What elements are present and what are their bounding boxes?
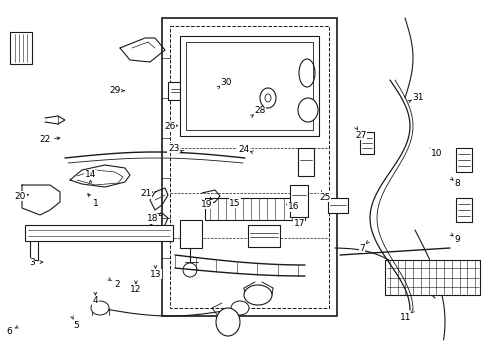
Text: 27: 27 bbox=[354, 130, 366, 139]
Text: 29: 29 bbox=[109, 86, 121, 95]
Bar bbox=[455, 198, 471, 222]
Text: 15: 15 bbox=[228, 199, 240, 208]
Bar bbox=[25, 225, 173, 241]
Ellipse shape bbox=[216, 308, 240, 336]
Text: 3: 3 bbox=[29, 258, 35, 267]
Ellipse shape bbox=[297, 98, 317, 122]
Text: 6: 6 bbox=[6, 327, 12, 336]
Text: 16: 16 bbox=[287, 202, 299, 211]
Bar bbox=[170, 26, 328, 308]
Ellipse shape bbox=[230, 301, 248, 315]
Bar bbox=[204, 198, 305, 220]
Text: 22: 22 bbox=[39, 135, 51, 144]
Text: 25: 25 bbox=[319, 193, 330, 202]
Ellipse shape bbox=[244, 285, 271, 305]
Text: 4: 4 bbox=[92, 296, 98, 305]
Text: 10: 10 bbox=[430, 148, 442, 158]
Ellipse shape bbox=[260, 88, 275, 108]
Text: 1: 1 bbox=[92, 199, 98, 208]
Bar bbox=[185, 42, 312, 130]
Text: 21: 21 bbox=[140, 189, 151, 198]
Text: 14: 14 bbox=[84, 170, 96, 179]
Text: 9: 9 bbox=[453, 235, 459, 244]
Text: 30: 30 bbox=[220, 78, 231, 87]
Bar bbox=[247, 225, 280, 247]
Text: 8: 8 bbox=[453, 179, 459, 188]
Bar bbox=[455, 148, 471, 172]
Text: 23: 23 bbox=[167, 144, 179, 153]
Text: 18: 18 bbox=[146, 214, 158, 223]
Ellipse shape bbox=[91, 301, 109, 315]
Bar bbox=[384, 260, 479, 295]
Text: 5: 5 bbox=[73, 321, 79, 330]
Bar bbox=[180, 220, 202, 248]
Text: 31: 31 bbox=[411, 93, 423, 102]
Bar bbox=[10, 32, 32, 64]
Text: 12: 12 bbox=[130, 285, 142, 294]
Bar bbox=[162, 18, 336, 316]
Text: 11: 11 bbox=[399, 313, 411, 322]
Bar bbox=[297, 148, 313, 176]
Text: 2: 2 bbox=[114, 280, 120, 289]
Bar bbox=[327, 198, 347, 213]
Text: 20: 20 bbox=[15, 192, 26, 201]
Text: 28: 28 bbox=[254, 107, 265, 115]
Text: 17: 17 bbox=[293, 219, 305, 228]
Text: 19: 19 bbox=[200, 200, 212, 209]
Bar bbox=[180, 36, 318, 136]
Bar bbox=[168, 82, 192, 100]
Text: 7: 7 bbox=[358, 244, 364, 253]
Text: 13: 13 bbox=[149, 270, 161, 279]
Bar bbox=[359, 132, 373, 154]
Text: 24: 24 bbox=[237, 145, 249, 154]
Bar bbox=[209, 98, 231, 116]
Text: 26: 26 bbox=[164, 122, 176, 131]
Bar bbox=[289, 185, 307, 217]
